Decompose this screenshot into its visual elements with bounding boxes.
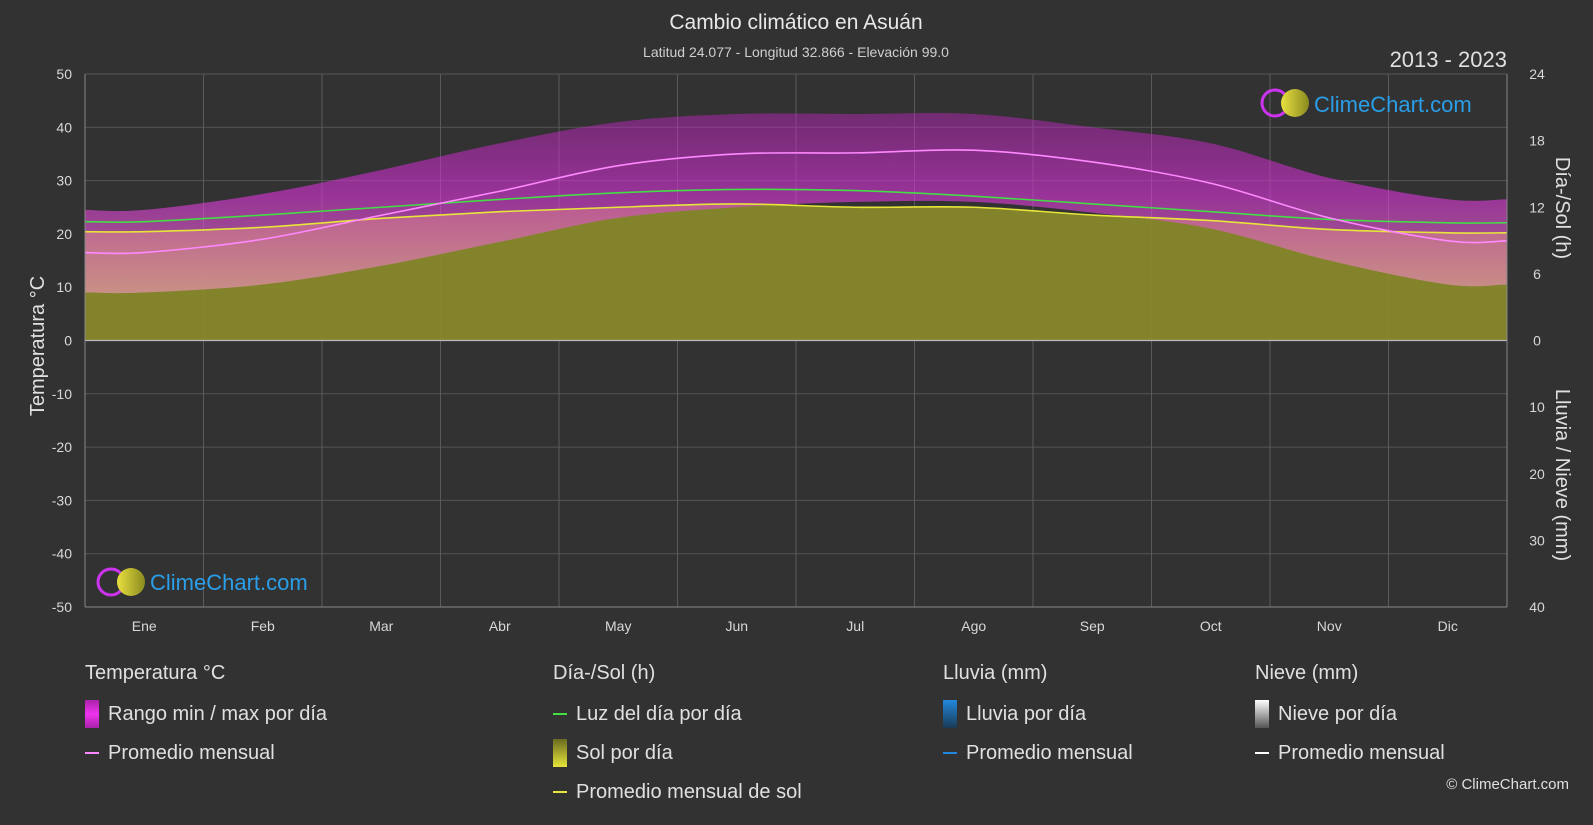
axes: 50 40 30 20 10 0 -10 -20 -30 -40 -50 24 18 12 6 0 10 20 30… xyxy=(52,66,1545,634)
y-right-top-tick-label: 0 xyxy=(1533,333,1541,349)
x-tick-label: Oct xyxy=(1200,618,1222,634)
y-right-bottom-label: Lluvia / Nieve (mm) xyxy=(1551,389,1573,561)
legend-label: Promedio mensual xyxy=(108,741,275,764)
y-left-tick-label: -20 xyxy=(52,439,72,455)
x-tick-label: Nov xyxy=(1317,618,1342,634)
y-left-tick-label: 0 xyxy=(64,333,72,349)
range-swatch xyxy=(85,700,99,728)
legend-item: Nieve por día xyxy=(1255,699,1445,729)
x-tick-label: May xyxy=(605,618,631,634)
y-left-tick-label: 50 xyxy=(56,66,72,82)
legend-item: Sol por día xyxy=(553,738,802,768)
y-left-tick-label: 40 xyxy=(56,119,72,135)
legend-header: Día-/Sol (h) xyxy=(553,662,656,684)
rain-swatch xyxy=(943,700,957,728)
legend-header: Nieve (mm) xyxy=(1255,662,1359,684)
y-right-top-tick-label: 24 xyxy=(1529,66,1545,82)
legend-label: Promedio mensual xyxy=(1278,741,1445,764)
line-swatch xyxy=(1255,752,1269,754)
temp-avg-line xyxy=(84,149,1508,255)
legend-header: Lluvia (mm) xyxy=(943,662,1048,684)
line-swatch xyxy=(943,752,957,754)
y-left-tick-label: -10 xyxy=(52,386,72,402)
line-swatch xyxy=(85,752,99,754)
chart-title: Cambio climático en Asuán xyxy=(669,11,922,34)
x-tick-label: Ago xyxy=(961,618,986,634)
legend-label: Promedio mensual de sol xyxy=(576,780,802,803)
legend-item: Lluvia por día xyxy=(943,699,1133,729)
legend-label: Nieve por día xyxy=(1278,702,1397,725)
x-tick-label: Dic xyxy=(1438,618,1458,634)
x-tick-label: Feb xyxy=(251,618,275,634)
legend-temperature: Temperatura °C Rango min / max por día P… xyxy=(85,662,327,777)
x-tick-label: Jun xyxy=(725,618,748,634)
y-right-top-tick-label: 18 xyxy=(1529,133,1545,149)
logo-sun-icon xyxy=(117,568,145,596)
y-right-top-tick-label: 6 xyxy=(1533,266,1541,282)
y-right-bottom-tick-label: 20 xyxy=(1529,466,1545,482)
logo-sun-icon xyxy=(1281,89,1309,117)
sun-swatch xyxy=(553,739,567,767)
copyright: © ClimeChart.com xyxy=(1446,776,1569,793)
line-swatch xyxy=(553,791,567,793)
y-left-tick-label: 20 xyxy=(56,226,72,242)
legend-label: Sol por día xyxy=(576,741,673,764)
y-right-top-label: Día-/Sol (h) xyxy=(1551,157,1573,259)
legend-label: Lluvia por día xyxy=(966,702,1087,725)
y-right-bottom-tick-label: 30 xyxy=(1529,532,1545,548)
legend-header: Temperatura °C xyxy=(85,662,226,684)
legend-item: Promedio mensual xyxy=(943,738,1133,768)
y-left-tick-label: 10 xyxy=(56,279,72,295)
period-label: 2013 - 2023 xyxy=(1390,47,1507,72)
y-left-tick-label: -40 xyxy=(52,546,72,562)
x-tick-label: Mar xyxy=(369,618,393,634)
chart-subtitle: Latitud 24.077 - Longitud 32.866 - Eleva… xyxy=(643,44,949,60)
x-tick-label: Ene xyxy=(132,618,157,634)
watermark-bottom: ClimeChart.com xyxy=(96,567,308,597)
legend-label: Luz del día por día xyxy=(576,702,742,725)
y-left-tick-label: 30 xyxy=(56,173,72,189)
legend-item: Promedio mensual xyxy=(1255,738,1445,768)
line-swatch xyxy=(553,713,567,715)
legend-label: Promedio mensual xyxy=(966,741,1133,764)
y-right-bottom-tick-label: 10 xyxy=(1529,399,1545,415)
legend-label: Rango min / max por día xyxy=(108,702,327,725)
x-tick-label: Abr xyxy=(489,618,511,634)
legend-snow: Nieve (mm) Nieve por día Promedio mensua… xyxy=(1255,662,1445,777)
y-left-tick-label: -50 xyxy=(52,599,72,615)
legend-item: Promedio mensual de sol xyxy=(553,777,802,807)
temp-range-band xyxy=(85,112,1507,294)
watermark-text: ClimeChart.com xyxy=(1314,92,1472,117)
daylight-line xyxy=(84,188,1508,224)
y-left-label: Temperatura °C xyxy=(27,276,49,416)
x-tick-label: Sep xyxy=(1080,618,1105,634)
y-left-tick-label: -30 xyxy=(52,492,72,508)
sunshine-avg-line xyxy=(84,203,1508,234)
y-right-bottom-tick-label: 40 xyxy=(1529,599,1545,615)
legend-item: Rango min / max por día xyxy=(85,699,327,729)
legend-item: Promedio mensual xyxy=(85,738,327,768)
legend-rain: Lluvia (mm) Lluvia por día Promedio mens… xyxy=(943,662,1133,777)
legend-item: Luz del día por día xyxy=(553,699,802,729)
watermark-text: ClimeChart.com xyxy=(150,570,308,595)
legend-sun: Día-/Sol (h) Luz del día por día Sol por… xyxy=(553,662,802,816)
watermark-top: ClimeChart.com xyxy=(1260,88,1472,118)
plot-area xyxy=(84,112,1508,341)
snow-swatch xyxy=(1255,700,1269,728)
y-right-top-tick-label: 12 xyxy=(1529,199,1545,215)
x-tick-label: Jul xyxy=(846,618,864,634)
